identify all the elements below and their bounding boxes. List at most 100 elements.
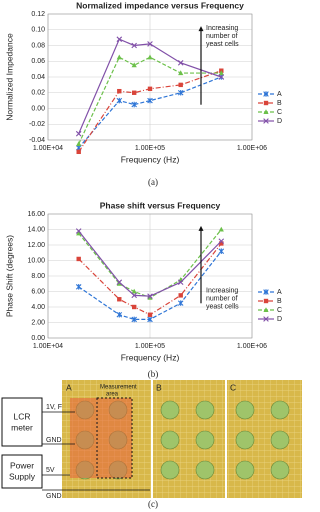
y-tick-label: 0.02 [31, 90, 45, 97]
series-line [78, 76, 222, 149]
marker [76, 230, 82, 236]
marker [263, 289, 269, 295]
panel-label: (b) [148, 369, 159, 379]
y-tick-label: 0.00 [31, 335, 45, 342]
marker [75, 228, 82, 234]
marker [147, 312, 153, 317]
lcr-label: LCR [13, 411, 30, 421]
series-line [78, 229, 222, 299]
y-tick-label: 14.00 [27, 226, 45, 233]
measurement-area [70, 398, 132, 478]
panel-label: (c) [148, 499, 158, 509]
y-tick-label: -0.04 [29, 137, 45, 144]
legend-label: C [277, 307, 282, 314]
photo: LCR meter Power Supply 1V, F GND 5V GND … [1, 380, 302, 500]
figure: (a) (b) (c) LCR meter Power Supply 1V, F… [1, 0, 302, 509]
marker [178, 70, 184, 76]
legend-label: B [277, 298, 282, 305]
marker [76, 256, 81, 262]
chart-title: Normalized impedance versus Frequency [76, 0, 244, 10]
legend-label: A [277, 91, 282, 98]
y-tick-label: 0.04 [31, 74, 45, 81]
marker [76, 141, 82, 146]
measurement-label: Measurement [100, 385, 137, 391]
marker [116, 280, 122, 286]
series-line [78, 250, 222, 320]
marker [131, 292, 137, 299]
marker [117, 297, 122, 302]
annotation: number of [206, 33, 238, 40]
y-tick-label: 4.00 [31, 304, 45, 311]
well-label: B [156, 382, 162, 392]
marker [263, 91, 269, 97]
marker [117, 88, 122, 94]
y-tick-label: 12.00 [27, 242, 45, 249]
y-tick-label: -0.02 [29, 121, 45, 128]
annotation-arrowhead [198, 26, 204, 32]
lcr-box [1, 397, 43, 447]
y-tick-label: 0.00 [31, 105, 45, 112]
marker [131, 288, 137, 294]
legend-label: C [277, 109, 282, 116]
marker [116, 279, 123, 285]
series-line [78, 243, 222, 316]
annotation: Increasing [206, 25, 238, 32]
marker [116, 311, 123, 318]
well-label: A [66, 382, 72, 392]
marker [147, 97, 153, 104]
marker [177, 60, 184, 66]
y-tick-label: 6.00 [31, 288, 45, 295]
marker [147, 293, 153, 299]
marker [147, 316, 153, 323]
marker [147, 41, 153, 47]
wires [42, 411, 150, 491]
x-axis-label: Frequency (Hz) [121, 352, 180, 362]
marker [131, 316, 137, 323]
series-line [78, 70, 222, 153]
lcr-label: meter [11, 422, 33, 432]
plot-frame [47, 13, 253, 141]
plot-frame [47, 213, 253, 339]
x-tick-label: 1.00E+05 [135, 145, 165, 152]
marker [147, 54, 153, 60]
x-tick-label: 1.00E+06 [237, 343, 267, 350]
x-axis-label: Frequency (Hz) [121, 154, 180, 164]
marker [131, 62, 137, 68]
y-axis-label: Phase Shift (degrees) [4, 235, 14, 317]
y-tick-label: 0.06 [31, 58, 45, 65]
marker [177, 300, 184, 306]
y-tick-label: 2.00 [31, 319, 45, 326]
y-tick-label: 0.12 [31, 11, 45, 18]
marker [178, 82, 183, 88]
annotation: yeast cells [206, 41, 239, 48]
legend-label: B [277, 100, 282, 107]
x-tick-label: 1.00E+04 [33, 145, 63, 152]
series-line [78, 230, 222, 297]
pin-label: GND [46, 437, 62, 444]
legend-label: A [277, 289, 282, 296]
marker [218, 248, 225, 254]
x-tick-label: 1.00E+06 [237, 145, 267, 152]
y-axis-label: Normalized Impedance [4, 33, 14, 121]
marker [147, 294, 153, 300]
y-tick-label: 16.00 [27, 211, 45, 218]
x-tick-label: 1.00E+05 [135, 343, 165, 350]
y-tick-label: 10.00 [27, 257, 45, 264]
pin-label: 1V, F [46, 404, 62, 411]
marker [218, 70, 224, 76]
marker [116, 54, 122, 60]
marker [263, 307, 269, 312]
y-tick-label: 0.10 [31, 27, 45, 34]
legend-label: D [277, 316, 282, 323]
marker [75, 130, 82, 137]
marker [263, 316, 269, 322]
well-label: C [230, 382, 236, 392]
marker [116, 36, 123, 42]
annotation: Increasing [206, 288, 238, 295]
power-box [1, 454, 43, 489]
marker [132, 90, 137, 95]
y-tick-label: 0.08 [31, 42, 45, 49]
marker [218, 238, 225, 244]
annotation: yeast cells [206, 304, 239, 311]
pin-label: 5V [46, 467, 55, 474]
